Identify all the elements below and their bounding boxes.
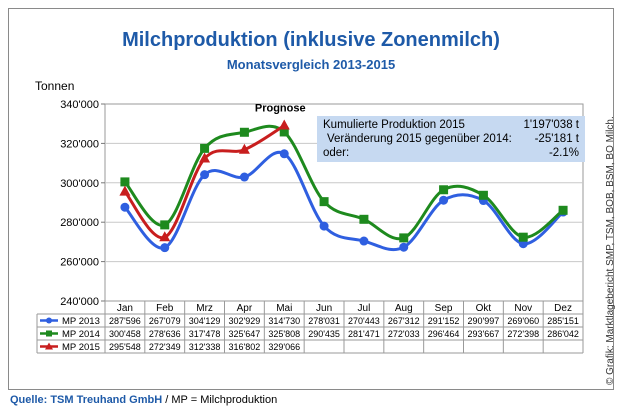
data-label: 291'152 bbox=[428, 316, 460, 326]
chart-subtitle: Monatsvergleich 2013-2015 bbox=[226, 57, 396, 72]
data-label: 278'636 bbox=[149, 329, 181, 339]
data-point bbox=[120, 202, 130, 212]
x-tick-label: Okt bbox=[476, 303, 492, 314]
data-point bbox=[239, 172, 249, 182]
data-label: 287'596 bbox=[109, 316, 141, 326]
legend-marker bbox=[46, 330, 52, 337]
data-point bbox=[399, 233, 409, 243]
info-row-percent: oder: -2.1% bbox=[323, 147, 579, 161]
data-point bbox=[518, 232, 528, 242]
data-label: 286'042 bbox=[547, 329, 579, 339]
info-box: Kumulierte Produktion 2015 1'197'038 t V… bbox=[317, 116, 585, 162]
data-label: 293'667 bbox=[468, 329, 500, 339]
x-tick-label: Jul bbox=[358, 303, 371, 314]
legend-label: MP 2014 bbox=[62, 329, 100, 340]
data-label: 312'338 bbox=[189, 342, 221, 352]
data-point bbox=[319, 197, 329, 207]
data-label: 272'349 bbox=[149, 342, 181, 352]
data-point bbox=[160, 220, 170, 230]
x-tick-label: Jun bbox=[316, 303, 332, 314]
data-point bbox=[238, 143, 250, 154]
data-point bbox=[199, 152, 211, 163]
y-tick-label: 240'000 bbox=[60, 296, 99, 308]
info-value: 1'197'038 t bbox=[523, 119, 579, 131]
x-tick-label: Sep bbox=[435, 303, 453, 314]
legend-marker bbox=[46, 317, 52, 324]
data-point bbox=[478, 190, 488, 200]
data-label: 272'398 bbox=[507, 329, 539, 339]
x-tick-label: Mai bbox=[276, 303, 292, 314]
source-note: Quelle: TSM Treuhand GmbH / MP = Milchpr… bbox=[10, 394, 277, 406]
y-tick-label: 280'000 bbox=[60, 217, 99, 229]
data-label: 285'151 bbox=[547, 316, 579, 326]
x-tick-label: Apr bbox=[237, 303, 253, 314]
y-tick-label: 320'000 bbox=[60, 138, 99, 150]
data-label: 272'033 bbox=[388, 329, 420, 339]
data-label: 295'548 bbox=[109, 342, 141, 352]
chart-frame: 240'000 260'000 280'000 300'000 320'000 340'0… bbox=[8, 8, 616, 390]
x-tick-label: Mrz bbox=[196, 303, 213, 314]
data-label: 317'478 bbox=[189, 329, 221, 339]
data-point bbox=[359, 236, 369, 246]
data-point bbox=[278, 119, 290, 130]
data-point bbox=[359, 214, 369, 224]
data-label: 329'066 bbox=[268, 342, 300, 352]
chart-title: Milchproduktion (inklusive Zonenmilch) bbox=[122, 29, 500, 51]
data-point bbox=[119, 185, 131, 196]
x-tick-label: Aug bbox=[395, 303, 413, 314]
data-label: 314'730 bbox=[268, 316, 300, 326]
legend-label: MP 2013 bbox=[62, 316, 100, 327]
y-tick-label: 300'000 bbox=[60, 178, 99, 190]
x-tick-label: Nov bbox=[514, 303, 532, 314]
data-point bbox=[399, 242, 409, 252]
data-label: 302'929 bbox=[229, 316, 261, 326]
data-label: 281'471 bbox=[348, 329, 380, 339]
y-axis-label: Tonnen bbox=[35, 79, 75, 93]
data-label: 267'312 bbox=[388, 316, 420, 326]
data-label: 316'802 bbox=[229, 342, 261, 352]
data-point bbox=[200, 170, 210, 180]
info-value: -2.1% bbox=[548, 147, 579, 159]
data-point bbox=[439, 185, 449, 195]
info-label: oder: bbox=[323, 147, 350, 159]
data-point bbox=[319, 221, 329, 231]
data-label: 300'458 bbox=[109, 329, 141, 339]
x-tick-label: Jan bbox=[117, 303, 133, 314]
info-value: -25'181 t bbox=[534, 133, 579, 145]
data-label: 270'443 bbox=[348, 316, 380, 326]
source-label: Quelle: TSM Treuhand GmbH bbox=[10, 394, 163, 406]
source-separator: / bbox=[162, 394, 172, 406]
info-label: Veränderung 2015 gegenüber 2014: bbox=[327, 133, 512, 145]
data-label: 325'808 bbox=[268, 329, 300, 339]
data-point bbox=[239, 127, 249, 137]
data-label: 325'647 bbox=[229, 329, 261, 339]
data-label: 278'031 bbox=[308, 316, 340, 326]
legend-marker bbox=[45, 342, 53, 350]
data-label: 304'129 bbox=[189, 316, 221, 326]
mp-definition: MP = Milchproduktion bbox=[171, 394, 278, 406]
data-label: 296'464 bbox=[428, 329, 460, 339]
info-label: Kumulierte Produktion 2015 bbox=[323, 119, 465, 131]
data-point bbox=[200, 143, 210, 153]
data-label: 290'435 bbox=[308, 329, 340, 339]
info-row-cumulative: Kumulierte Produktion 2015 1'197'038 t bbox=[323, 119, 579, 133]
data-point bbox=[558, 205, 568, 215]
data-point bbox=[160, 243, 170, 253]
data-point bbox=[439, 195, 449, 205]
info-row-change: Veränderung 2015 gegenüber 2014: -25'181… bbox=[323, 133, 579, 147]
copyright-note: © Grafik: Marktlagebericht SMP, TSM, BOB… bbox=[605, 116, 616, 385]
legend-label: MP 2015 bbox=[62, 342, 100, 353]
y-tick-label: 340'000 bbox=[60, 99, 99, 111]
data-point bbox=[159, 231, 171, 242]
x-tick-label: Feb bbox=[156, 303, 174, 314]
data-label: 269'060 bbox=[507, 316, 539, 326]
prognose-annotation: Prognose bbox=[255, 103, 306, 115]
x-tick-label: Dez bbox=[554, 303, 572, 314]
data-point bbox=[120, 177, 130, 187]
data-label: 290'997 bbox=[468, 316, 500, 326]
data-point bbox=[279, 149, 289, 159]
y-tick-label: 260'000 bbox=[60, 257, 99, 269]
data-label: 267'079 bbox=[149, 316, 181, 326]
data-point bbox=[279, 127, 289, 137]
